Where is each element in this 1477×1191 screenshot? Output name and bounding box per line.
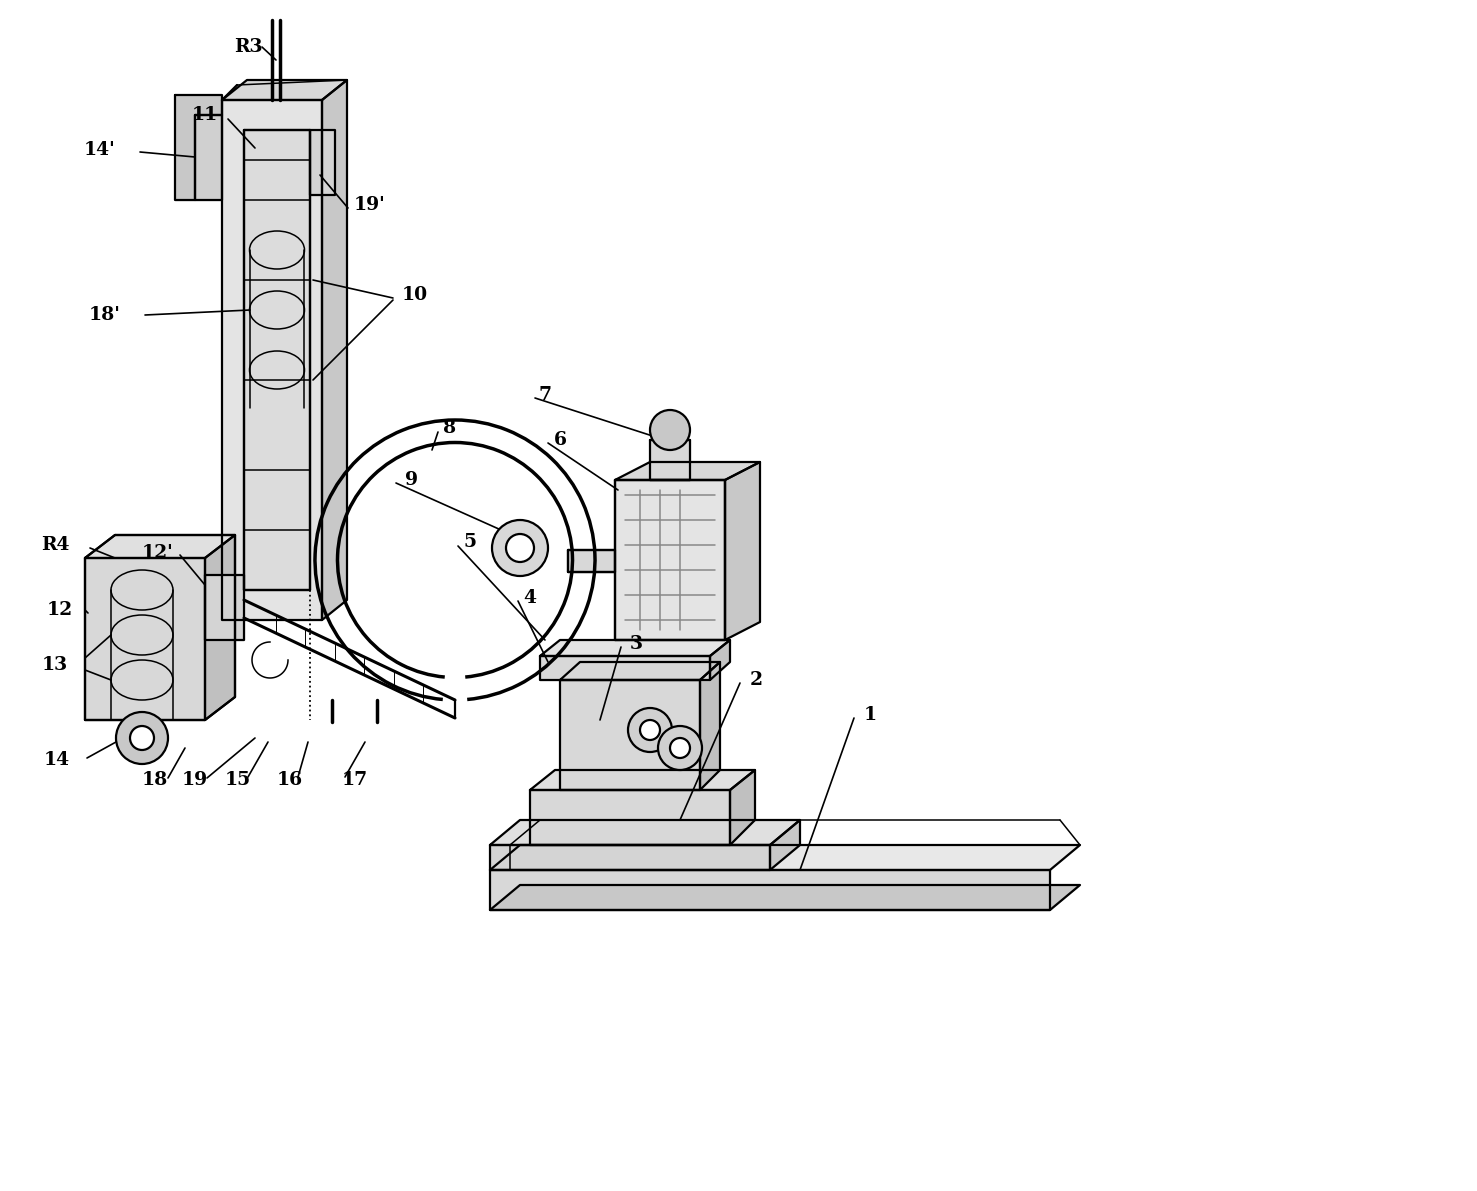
- Text: R4: R4: [41, 536, 69, 554]
- Circle shape: [492, 520, 548, 576]
- Text: 2: 2: [749, 671, 762, 690]
- Text: 4: 4: [523, 590, 536, 607]
- Text: 5: 5: [464, 534, 477, 551]
- Text: 14: 14: [44, 752, 69, 769]
- Text: 7: 7: [539, 386, 551, 404]
- Polygon shape: [569, 550, 614, 572]
- Text: 9: 9: [406, 470, 418, 490]
- Polygon shape: [730, 771, 755, 844]
- Polygon shape: [560, 662, 719, 680]
- Text: 13: 13: [41, 656, 68, 674]
- Polygon shape: [86, 535, 235, 559]
- Polygon shape: [86, 559, 205, 721]
- Text: 1: 1: [864, 706, 876, 724]
- Polygon shape: [770, 819, 801, 869]
- Polygon shape: [614, 462, 761, 480]
- Circle shape: [657, 727, 702, 771]
- Polygon shape: [490, 885, 1080, 910]
- Polygon shape: [710, 640, 730, 680]
- Polygon shape: [244, 130, 310, 590]
- Circle shape: [130, 727, 154, 750]
- Text: 12: 12: [47, 601, 72, 619]
- Polygon shape: [222, 100, 322, 621]
- Circle shape: [117, 712, 168, 763]
- Circle shape: [507, 534, 535, 562]
- Circle shape: [650, 410, 690, 450]
- Polygon shape: [614, 480, 725, 640]
- Text: 14': 14': [84, 141, 115, 160]
- Text: 3: 3: [629, 635, 642, 653]
- Polygon shape: [195, 116, 222, 200]
- Text: 19': 19': [354, 197, 385, 214]
- Circle shape: [628, 707, 672, 752]
- Polygon shape: [490, 819, 801, 844]
- Polygon shape: [725, 462, 761, 640]
- Text: 18': 18': [89, 306, 121, 324]
- Text: 15: 15: [225, 771, 251, 788]
- Text: 17: 17: [343, 771, 368, 788]
- Polygon shape: [541, 656, 710, 680]
- Polygon shape: [205, 575, 244, 640]
- Polygon shape: [530, 790, 730, 844]
- Polygon shape: [541, 640, 730, 656]
- Polygon shape: [490, 844, 770, 869]
- Polygon shape: [174, 95, 222, 200]
- Text: 8: 8: [443, 419, 456, 437]
- Text: 12': 12': [142, 544, 174, 562]
- Polygon shape: [530, 771, 755, 790]
- Text: 6: 6: [554, 431, 567, 449]
- Polygon shape: [322, 80, 347, 621]
- Polygon shape: [560, 680, 700, 790]
- Circle shape: [640, 721, 660, 740]
- Polygon shape: [490, 869, 1050, 910]
- Polygon shape: [205, 535, 235, 721]
- Text: 16: 16: [278, 771, 303, 788]
- Polygon shape: [222, 80, 347, 100]
- Text: 19: 19: [182, 771, 208, 788]
- Polygon shape: [310, 130, 335, 195]
- Polygon shape: [490, 844, 1080, 869]
- Text: 10: 10: [402, 286, 428, 304]
- Polygon shape: [650, 439, 690, 480]
- Circle shape: [671, 738, 690, 757]
- Text: 11: 11: [192, 106, 219, 124]
- Polygon shape: [700, 662, 719, 790]
- Text: 18: 18: [142, 771, 168, 788]
- Text: R3: R3: [233, 38, 263, 56]
